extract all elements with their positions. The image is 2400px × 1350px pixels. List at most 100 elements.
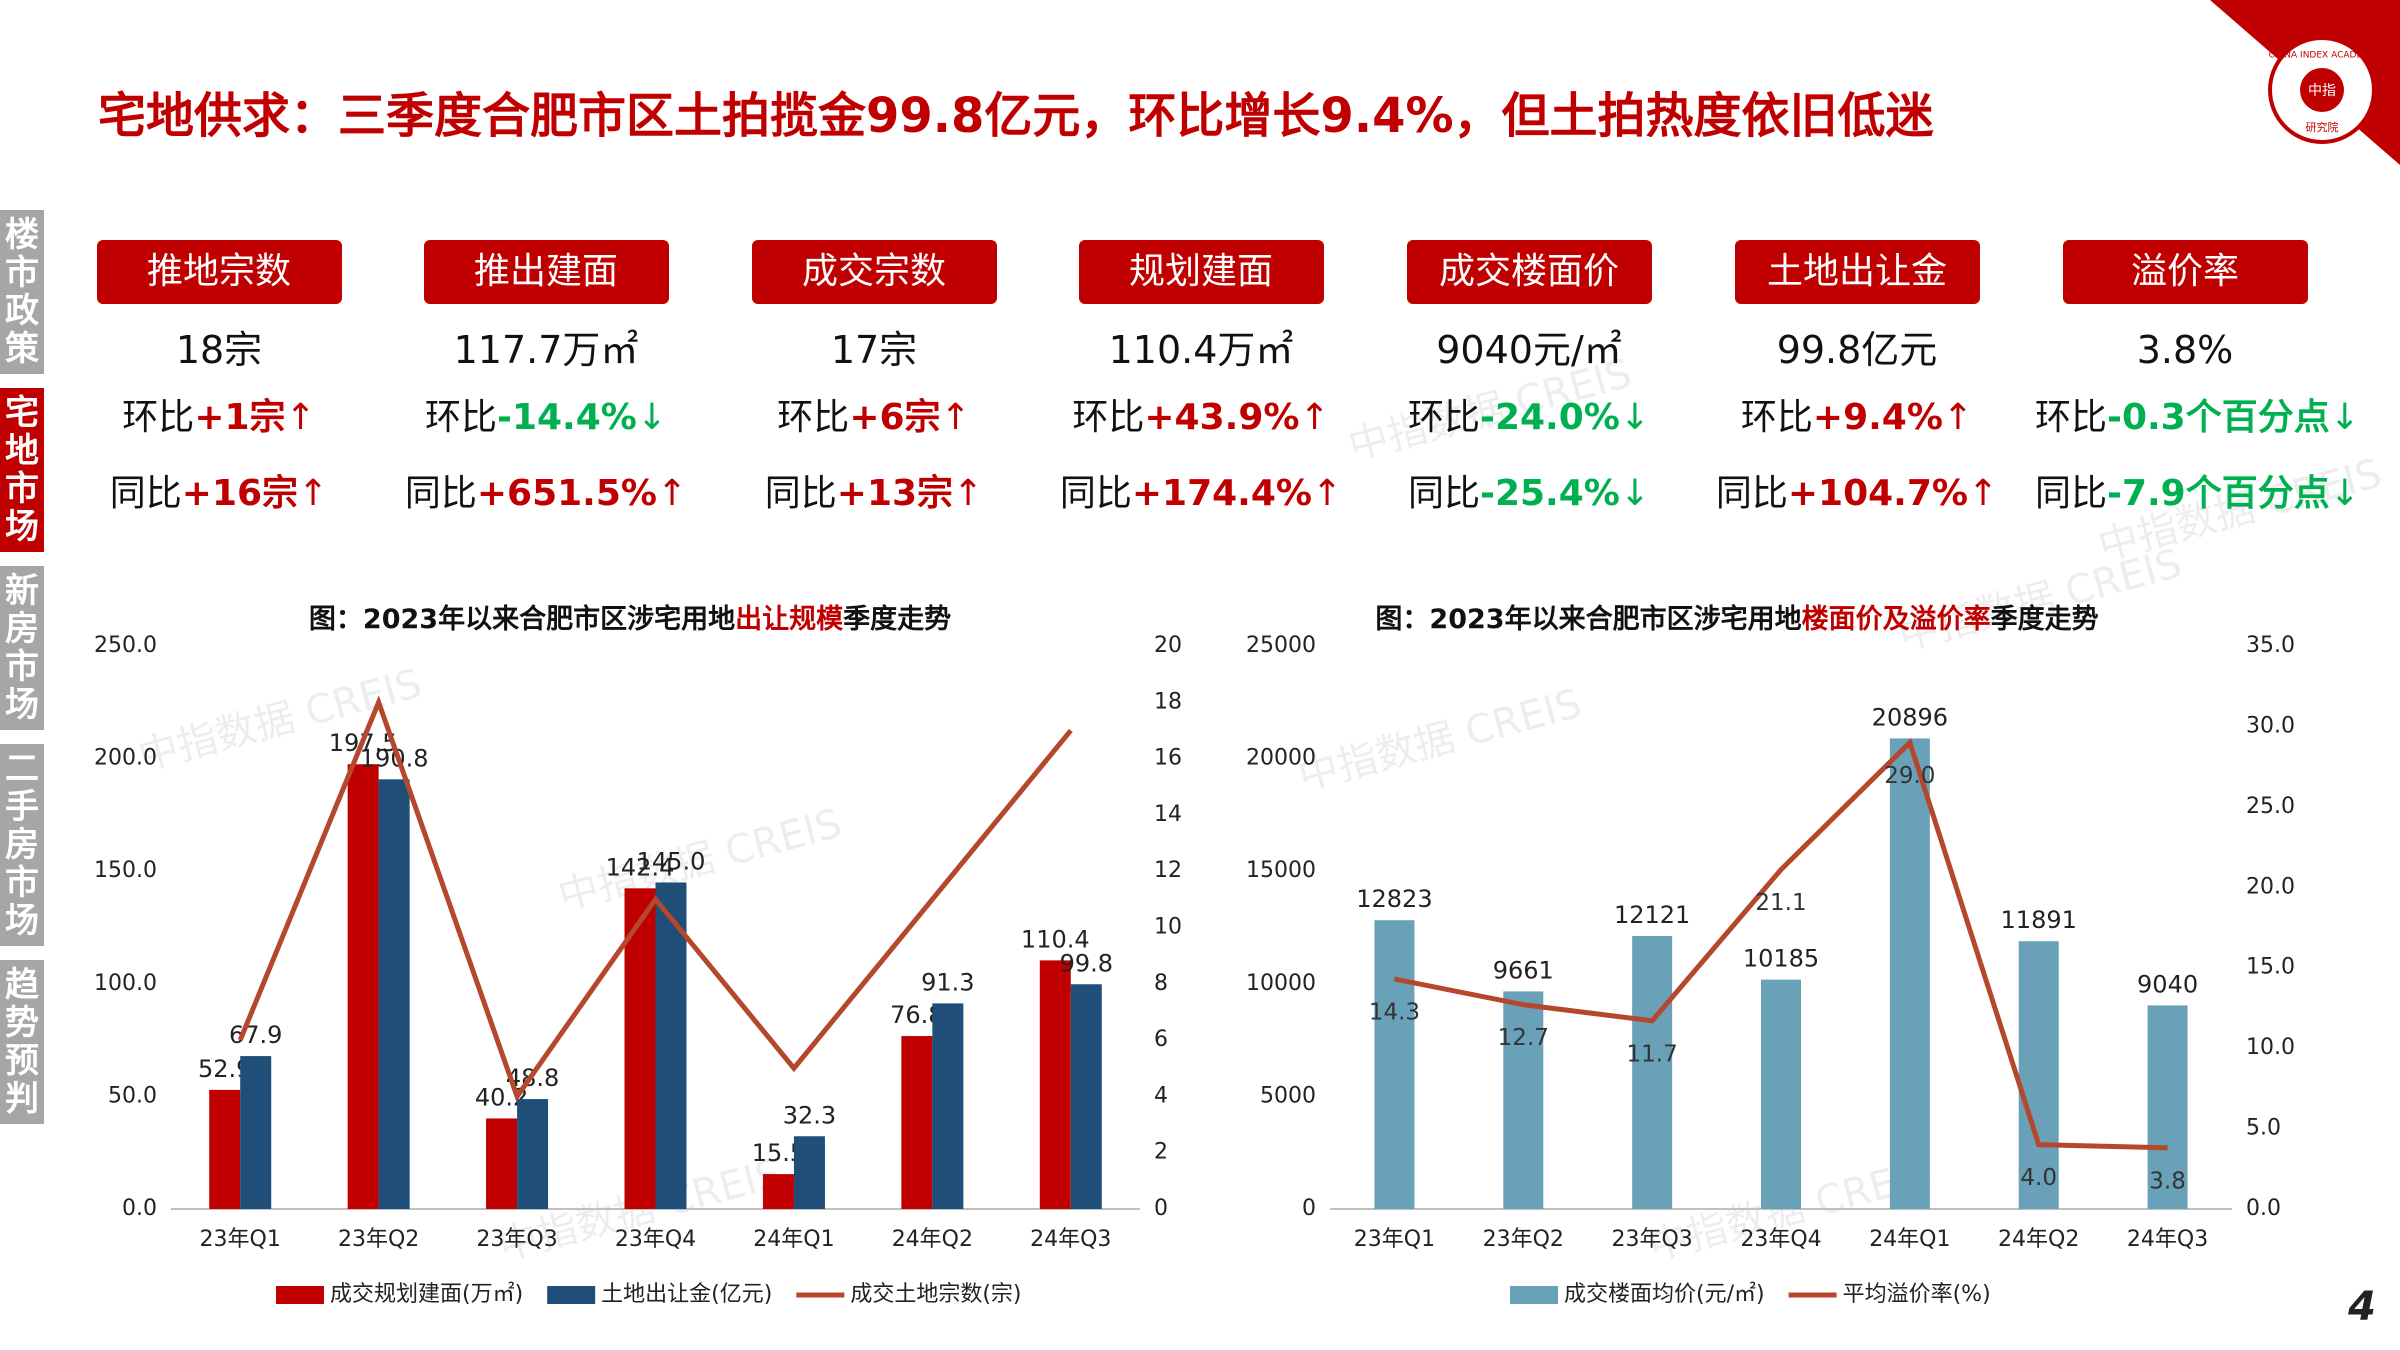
x-tick-label: 23年Q1 bbox=[200, 1227, 281, 1252]
kpi-card: 成交宗数 17宗 环比+6宗↑ 同比+13宗↑ bbox=[724, 240, 1024, 532]
x-tick-label: 23年Q2 bbox=[1483, 1227, 1564, 1252]
y2-tick-label: 15.0 bbox=[2246, 955, 2295, 980]
change-label: 同比 bbox=[1715, 473, 1788, 514]
kpi-change: 同比-25.4%↓ bbox=[1379, 456, 1679, 532]
change-label: 同比 bbox=[1407, 473, 1480, 514]
nav-item: 楼市政策 bbox=[0, 210, 44, 374]
data-label: 110.4 bbox=[1021, 925, 1090, 953]
y-tick-label: 0 bbox=[1302, 1196, 1316, 1221]
legend-swatch bbox=[1510, 1286, 1558, 1304]
bar bbox=[1039, 960, 1071, 1209]
legend-label: 土地出让金(亿元) bbox=[601, 1282, 772, 1307]
change-label: 同比 bbox=[764, 473, 837, 514]
chart-title-part: 季度走势 bbox=[843, 603, 951, 635]
kpi-change: 环比-0.3个百分点↓ bbox=[2035, 380, 2360, 456]
bar bbox=[2147, 1005, 2188, 1209]
change-arrow: ↓ bbox=[1619, 397, 1651, 438]
kpi-change: 同比+651.5%↑ bbox=[396, 456, 696, 532]
change-value: -0.3个百分点 bbox=[2107, 397, 2330, 438]
kpi-change: 环比+43.9%↑ bbox=[1051, 380, 1351, 456]
change-label: 环比 bbox=[1407, 397, 1480, 438]
x-tick-label: 24年Q2 bbox=[892, 1227, 973, 1252]
y2-tick-label: 35.0 bbox=[2246, 633, 2295, 658]
data-label: 99.8 bbox=[1060, 949, 1113, 977]
change-value: +9.4% bbox=[1812, 397, 1943, 438]
y-tick-label: 50.0 bbox=[108, 1083, 157, 1108]
logo-sub: 研究院 bbox=[2306, 120, 2339, 134]
bar bbox=[762, 1174, 794, 1209]
bar bbox=[1632, 936, 1673, 1209]
y2-tick-label: 12 bbox=[1154, 858, 1182, 883]
data-label: 9040 bbox=[2137, 970, 2198, 998]
change-value: +6宗 bbox=[849, 397, 941, 438]
bar bbox=[378, 779, 410, 1209]
change-label: 环比 bbox=[1740, 397, 1813, 438]
chart-title-part: 图：2023年以来合肥市区涉宅用地 bbox=[309, 603, 735, 635]
bar bbox=[1070, 984, 1102, 1209]
y2-tick-label: 4 bbox=[1154, 1083, 1168, 1108]
x-tick-label: 23年Q3 bbox=[476, 1227, 557, 1252]
change-value: -24.0% bbox=[1480, 397, 1620, 438]
kpi-change: 环比+9.4%↑ bbox=[1707, 380, 2007, 456]
chart-title-part: 图：2023年以来合肥市区涉宅用地 bbox=[1375, 603, 1801, 635]
change-arrow: ↑ bbox=[656, 473, 688, 514]
bar bbox=[793, 1136, 825, 1209]
chart-title: 图：2023年以来合肥市区涉宅用地出让规模季度走势 bbox=[309, 603, 951, 635]
change-arrow: ↓ bbox=[636, 397, 668, 438]
x-tick-label: 23年Q3 bbox=[1611, 1227, 1692, 1252]
kpi-change: 环比-14.4%↓ bbox=[396, 380, 696, 456]
kpi-name: 成交楼面价 bbox=[1406, 240, 1652, 304]
bar bbox=[655, 882, 687, 1209]
change-label: 同比 bbox=[109, 473, 182, 514]
kpi-value: 9040元/㎡ bbox=[1436, 328, 1622, 372]
logo-cn: 中指 bbox=[2308, 83, 2336, 99]
kpi-change: 环比+6宗↑ bbox=[724, 380, 1024, 456]
x-tick-label: 23年Q4 bbox=[1740, 1227, 1821, 1252]
nav-item: 趋势预判 bbox=[0, 960, 44, 1124]
data-label: 10185 bbox=[1743, 945, 1819, 973]
y2-tick-label: 10 bbox=[1154, 915, 1182, 940]
y2-tick-label: 2 bbox=[1154, 1140, 1168, 1165]
data-label: 20896 bbox=[1872, 703, 1948, 731]
y2-tick-label: 20 bbox=[1154, 633, 1182, 658]
kpi-change: 同比-7.9个百分点↓ bbox=[2035, 456, 2360, 532]
chart-title-part: 季度走势 bbox=[1991, 603, 2099, 635]
bar bbox=[240, 1056, 272, 1209]
change-label: 同比 bbox=[2035, 473, 2108, 514]
bar bbox=[2018, 941, 2059, 1209]
x-tick-label: 23年Q1 bbox=[1354, 1227, 1435, 1252]
kpi-change: 环比-24.0%↓ bbox=[1379, 380, 1679, 456]
data-label: 11.7 bbox=[1627, 1041, 1678, 1067]
kpi-value: 117.7万㎡ bbox=[453, 328, 639, 372]
bar bbox=[517, 1099, 549, 1209]
data-label: 145.0 bbox=[637, 847, 706, 875]
nav-item: 宅地市场 bbox=[0, 388, 44, 552]
y2-tick-label: 10.0 bbox=[2246, 1035, 2295, 1060]
change-value: +13宗 bbox=[836, 473, 954, 514]
y2-tick-label: 16 bbox=[1154, 746, 1182, 771]
change-arrow: ↑ bbox=[298, 473, 329, 514]
data-label: 29.0 bbox=[1884, 763, 1935, 789]
y-tick-label: 0.0 bbox=[122, 1196, 157, 1221]
kpi-card: 溢价率 3.8% 环比-0.3个百分点↓ 同比-7.9个百分点↓ bbox=[2035, 240, 2360, 532]
y2-tick-label: 14 bbox=[1154, 802, 1182, 827]
bar bbox=[1374, 920, 1415, 1209]
nav-label: 趋势预判 bbox=[5, 965, 39, 1119]
change-arrow: ↓ bbox=[2329, 473, 2360, 514]
kpi-change: 同比+13宗↑ bbox=[724, 456, 1024, 532]
kpi-name: 推地宗数 bbox=[96, 240, 342, 304]
data-label: 21.1 bbox=[1755, 890, 1806, 916]
change-value: +651.5% bbox=[476, 473, 657, 514]
y-tick-label: 200.0 bbox=[94, 746, 157, 771]
data-label: 12121 bbox=[1614, 901, 1690, 929]
y2-tick-label: 0 bbox=[1154, 1196, 1168, 1221]
kpi-change: 同比+174.4%↑ bbox=[1051, 456, 1351, 532]
y2-tick-label: 30.0 bbox=[2246, 713, 2295, 738]
change-label: 环比 bbox=[1072, 397, 1145, 438]
data-label: 3.8 bbox=[2149, 1168, 2186, 1194]
change-arrow: ↑ bbox=[1942, 397, 1974, 438]
sidebar: 楼市政策 宅地市场 新房市场 二手房市场 趋势预判 bbox=[0, 210, 44, 1124]
data-label: 12823 bbox=[1356, 885, 1432, 913]
kpi-name: 成交宗数 bbox=[751, 240, 997, 304]
